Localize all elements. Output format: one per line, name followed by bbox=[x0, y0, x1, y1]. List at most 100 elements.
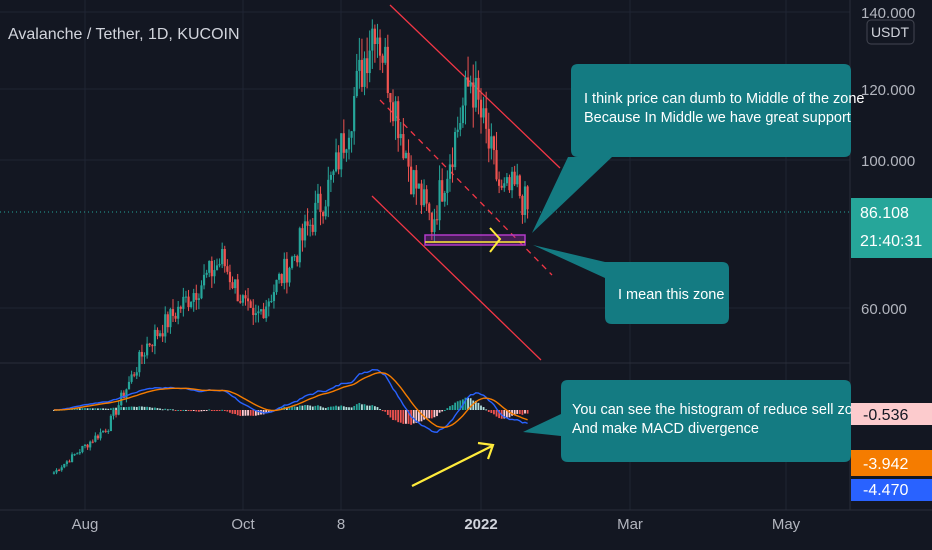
histogram-bar bbox=[384, 410, 387, 412]
candle bbox=[347, 129, 351, 160]
candle-body bbox=[228, 271, 232, 283]
support-zone[interactable] bbox=[424, 234, 526, 246]
histogram-bar bbox=[363, 404, 366, 410]
candle bbox=[397, 96, 400, 152]
candle bbox=[239, 294, 242, 304]
candle-body bbox=[130, 374, 133, 382]
price-axis[interactable]: 140.000 120.000 100.000 60.000 USDT 86.1… bbox=[851, 5, 932, 318]
channel-lower-line[interactable] bbox=[371, 195, 542, 361]
candle-body bbox=[99, 432, 102, 439]
candle bbox=[109, 414, 112, 432]
candle bbox=[208, 260, 211, 278]
candle-body bbox=[215, 265, 219, 271]
candle bbox=[306, 208, 309, 236]
histogram-bar bbox=[355, 404, 358, 410]
candle-body bbox=[366, 58, 369, 74]
candle-body bbox=[340, 133, 343, 170]
candle-body bbox=[205, 272, 208, 275]
time-axis[interactable]: Aug Oct 8 2022 Mar May bbox=[72, 516, 801, 533]
candle bbox=[143, 352, 146, 365]
candle bbox=[311, 218, 314, 236]
candle bbox=[63, 463, 66, 469]
time-label-8: 8 bbox=[337, 516, 345, 533]
candle-body bbox=[153, 329, 156, 347]
histogram-bar bbox=[218, 410, 221, 411]
candle-body bbox=[371, 28, 374, 51]
candle-body bbox=[342, 133, 345, 153]
histogram-bar bbox=[482, 407, 485, 410]
histogram-bar bbox=[433, 410, 436, 418]
candle-body bbox=[146, 343, 149, 356]
channel-middle-line[interactable] bbox=[379, 99, 553, 276]
candle bbox=[205, 269, 208, 278]
candle-body bbox=[158, 333, 162, 337]
histogram-bar bbox=[417, 410, 420, 422]
price-tick-120: 120.000 bbox=[861, 82, 915, 99]
histogram-bar bbox=[197, 410, 200, 412]
candle bbox=[99, 428, 102, 441]
candle-body bbox=[96, 435, 100, 439]
candle-body bbox=[415, 170, 418, 189]
histogram-bar bbox=[456, 401, 459, 410]
currency-label: USDT bbox=[871, 24, 910, 40]
callout-zone[interactable]: I mean this zone bbox=[533, 245, 729, 324]
histogram-bar bbox=[379, 409, 381, 411]
candle bbox=[148, 342, 151, 347]
candle-body bbox=[521, 195, 524, 215]
candle-body bbox=[234, 279, 237, 289]
candle bbox=[360, 38, 364, 92]
candle-body bbox=[469, 82, 472, 87]
candle bbox=[433, 208, 436, 242]
histogram-bar bbox=[267, 410, 270, 413]
candle bbox=[135, 367, 138, 380]
candle bbox=[316, 183, 320, 210]
candle-body bbox=[177, 306, 180, 319]
histogram-bar bbox=[495, 410, 498, 417]
candle-body bbox=[265, 306, 268, 319]
candle bbox=[267, 298, 270, 317]
histogram-bar bbox=[265, 410, 268, 414]
candle-body bbox=[78, 452, 81, 454]
macd-axis[interactable]: -0.536 -3.942 -4.470 bbox=[851, 403, 932, 501]
candle bbox=[368, 30, 371, 83]
candle-body bbox=[523, 186, 527, 215]
candle-body bbox=[184, 296, 188, 298]
histogram-bar bbox=[309, 405, 312, 410]
histogram-bar bbox=[86, 408, 89, 410]
candles-layer bbox=[52, 19, 529, 475]
callout-macd[interactable]: You can see the histogram of reduce sell… bbox=[523, 380, 869, 462]
histogram-bar bbox=[381, 410, 384, 412]
current-price-badge bbox=[851, 198, 932, 258]
candle-body bbox=[190, 301, 193, 308]
candle-body bbox=[306, 221, 309, 226]
candle bbox=[526, 185, 529, 219]
histogram-bar bbox=[205, 410, 208, 411]
callout-support[interactable]: I think price can dumb to Middle of the … bbox=[532, 64, 865, 233]
candle-body bbox=[510, 171, 514, 191]
histogram-bar bbox=[223, 410, 226, 411]
histogram-bar bbox=[301, 405, 304, 410]
histogram-bar bbox=[376, 407, 379, 410]
candle-body bbox=[378, 37, 382, 56]
candle bbox=[151, 344, 154, 353]
candle-body bbox=[290, 256, 294, 268]
candle-body bbox=[399, 134, 402, 139]
candle bbox=[86, 443, 89, 450]
candle bbox=[355, 53, 358, 98]
candle-body bbox=[221, 249, 224, 265]
candle bbox=[184, 290, 188, 303]
candle bbox=[345, 148, 348, 162]
histogram-bar bbox=[169, 409, 172, 411]
histogram-bar bbox=[441, 410, 444, 412]
currency-button[interactable] bbox=[866, 19, 915, 45]
divergence-arrow[interactable] bbox=[411, 441, 495, 487]
candle bbox=[490, 123, 493, 160]
candle-body bbox=[83, 444, 87, 446]
candle bbox=[327, 166, 330, 218]
histogram-bar bbox=[89, 408, 92, 410]
candle-body bbox=[327, 179, 330, 207]
candle-body bbox=[456, 129, 459, 133]
candle bbox=[459, 107, 462, 137]
macd-layer bbox=[53, 368, 529, 434]
